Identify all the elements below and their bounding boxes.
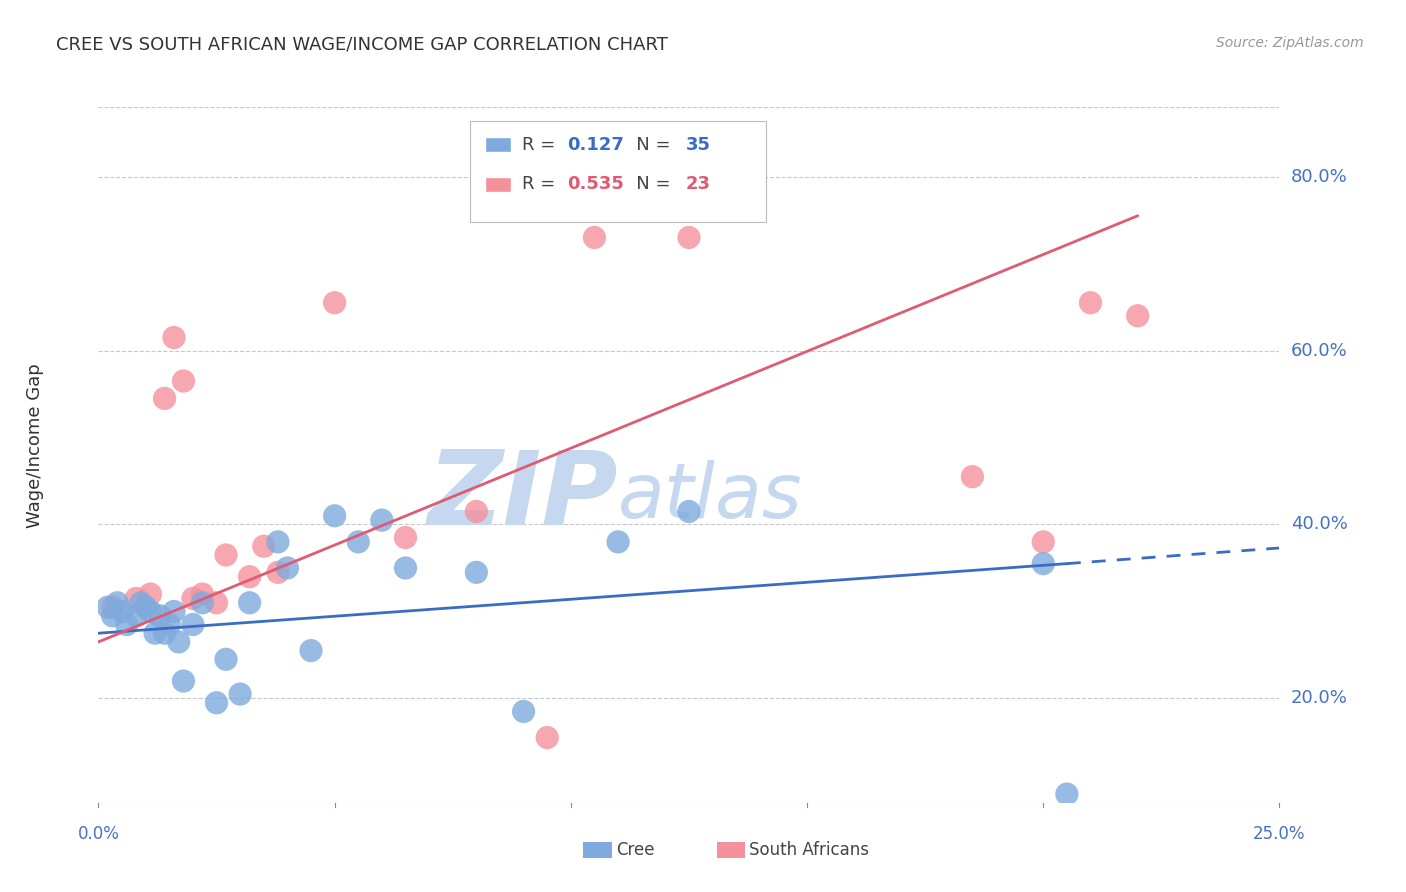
Point	[205, 696, 228, 710]
Text: 0.535: 0.535	[567, 175, 624, 194]
Text: 23: 23	[685, 175, 710, 194]
Point	[205, 596, 228, 610]
Point	[1032, 557, 1054, 571]
Point	[678, 230, 700, 244]
Point	[323, 508, 346, 523]
Point	[1080, 295, 1102, 310]
Point	[512, 705, 534, 719]
Point	[253, 539, 276, 553]
Text: 0.0%: 0.0%	[77, 824, 120, 843]
Text: Cree: Cree	[616, 841, 654, 859]
Point	[323, 295, 346, 310]
Point	[215, 548, 238, 562]
Point	[267, 566, 290, 580]
Point	[181, 617, 204, 632]
Point	[1126, 309, 1149, 323]
Point	[163, 330, 186, 344]
Point	[153, 392, 176, 406]
Point	[276, 561, 298, 575]
Point	[371, 513, 394, 527]
Point	[299, 643, 322, 657]
Point	[607, 534, 630, 549]
Text: 25.0%: 25.0%	[1253, 824, 1306, 843]
Text: Wage/Income Gap: Wage/Income Gap	[27, 364, 44, 528]
Point	[678, 504, 700, 518]
Point	[139, 605, 162, 619]
Point	[191, 587, 214, 601]
Point	[172, 674, 194, 689]
Point	[135, 600, 157, 615]
Point	[394, 531, 416, 545]
Text: N =: N =	[619, 136, 676, 153]
Point	[139, 587, 162, 601]
Point	[125, 591, 148, 606]
Point	[394, 561, 416, 575]
Point	[167, 635, 190, 649]
Point	[583, 230, 606, 244]
Text: R =: R =	[523, 175, 561, 194]
Point	[149, 608, 172, 623]
Point	[215, 652, 238, 666]
Text: South Africans: South Africans	[749, 841, 869, 859]
Point	[172, 374, 194, 388]
Point	[157, 617, 180, 632]
Point	[239, 596, 262, 610]
Text: 35: 35	[685, 136, 710, 153]
Point	[347, 534, 370, 549]
Text: Source: ZipAtlas.com: Source: ZipAtlas.com	[1216, 36, 1364, 50]
Point	[465, 504, 488, 518]
Point	[105, 596, 128, 610]
Text: 20.0%: 20.0%	[1291, 690, 1347, 707]
Text: R =: R =	[523, 136, 561, 153]
Point	[97, 600, 120, 615]
Point	[101, 600, 124, 615]
Point	[1032, 534, 1054, 549]
Point	[125, 608, 148, 623]
Point	[191, 596, 214, 610]
Point	[962, 469, 984, 483]
Text: atlas: atlas	[619, 459, 803, 533]
Text: 0.127: 0.127	[567, 136, 624, 153]
Bar	[471, 121, 766, 222]
Text: 40.0%: 40.0%	[1291, 516, 1347, 533]
Point	[181, 591, 204, 606]
Bar	[485, 177, 510, 192]
Text: ZIP: ZIP	[427, 446, 619, 547]
Text: N =: N =	[619, 175, 676, 194]
Point	[267, 534, 290, 549]
Point	[536, 731, 558, 745]
Point	[129, 596, 152, 610]
Point	[239, 570, 262, 584]
Point	[465, 566, 488, 580]
Point	[153, 626, 176, 640]
Point	[143, 626, 166, 640]
Text: 80.0%: 80.0%	[1291, 168, 1347, 186]
Point	[101, 608, 124, 623]
Text: CREE VS SOUTH AFRICAN WAGE/INCOME GAP CORRELATION CHART: CREE VS SOUTH AFRICAN WAGE/INCOME GAP CO…	[56, 36, 668, 54]
Bar	[485, 137, 510, 153]
Point	[115, 617, 138, 632]
Point	[1056, 787, 1078, 801]
Point	[163, 605, 186, 619]
Point	[111, 605, 134, 619]
Text: 60.0%: 60.0%	[1291, 342, 1347, 359]
Point	[229, 687, 252, 701]
